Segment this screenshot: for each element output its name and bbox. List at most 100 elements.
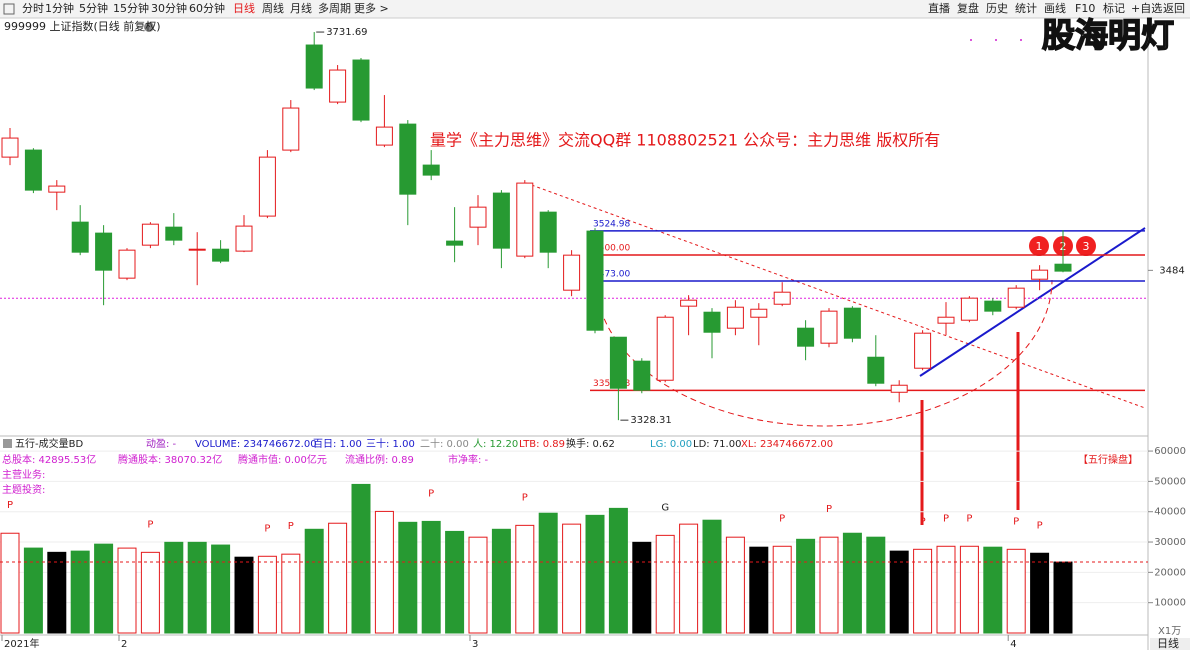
toolbar-item[interactable]: 多周期 [318, 1, 351, 15]
volume-bar [725, 536, 745, 634]
candle-body [95, 232, 113, 271]
candle-body [422, 164, 440, 176]
toolbar-item[interactable]: 直播 [928, 1, 950, 15]
toolbar-item[interactable]: 1分钟 [45, 1, 74, 15]
volume-bar [398, 521, 418, 634]
candle-body [48, 185, 66, 193]
subtitle: 999999 上证指数(日线 前复权) [4, 19, 161, 33]
level-label: 3524.98 [593, 219, 630, 229]
toolbar-item[interactable]: 返回 [1163, 2, 1185, 15]
toolbar-item[interactable]: 15分钟 [113, 1, 149, 15]
toolbar-item[interactable]: 标记 [1103, 1, 1125, 15]
indicator-name: 五行-成交量BD [15, 437, 83, 450]
candle-body [282, 107, 300, 151]
watermark: 量学《主力思维》交流QQ群 1108802521 公众号：主力思维 版权所有 [430, 131, 940, 150]
y-tick-label: 60000 [1154, 446, 1186, 457]
candle-body [726, 306, 744, 329]
toolbar-item[interactable]: 复盘 [957, 1, 979, 15]
candle-body [188, 248, 206, 251]
volume-bar [468, 536, 488, 634]
marker-label: 3 [1083, 240, 1090, 253]
toolbar-item[interactable]: 分时 [22, 2, 44, 15]
signal: P [826, 504, 832, 515]
high-label: 3731.69 [326, 27, 367, 38]
volume-bar [234, 556, 254, 634]
toolbar-item[interactable]: 60分钟 [189, 1, 225, 15]
trend-line [525, 182, 1146, 409]
marker-circle [1076, 236, 1096, 256]
volume-bar [585, 514, 605, 634]
candle-body [633, 360, 651, 391]
candle-body [118, 249, 136, 279]
info-line: 主题投资: [2, 483, 45, 496]
signal: P [920, 516, 926, 527]
volume-bar [679, 523, 699, 634]
indicator-item: 动盈: - [146, 438, 177, 450]
candle-body [586, 230, 604, 331]
candle-body [820, 310, 838, 344]
signal: P [264, 523, 270, 534]
candle-body [352, 59, 370, 121]
toolbar-item[interactable]: 统计 [1015, 2, 1037, 15]
signal: P [522, 492, 528, 503]
indicator-badge[interactable]: 【五行操盘】 [1078, 453, 1138, 466]
candle-body [1054, 263, 1072, 272]
signal: P [779, 513, 785, 524]
toolbar-item[interactable]: 日线 [233, 1, 255, 15]
volume-bar [257, 555, 277, 634]
volume-bar [140, 551, 160, 634]
volume-bar [655, 534, 675, 634]
candle-body [24, 149, 42, 191]
x-tick-label: 4 [1010, 639, 1016, 650]
signal: P [428, 488, 434, 499]
toolbar-item[interactable]: 周线 [262, 1, 284, 15]
candle-body [516, 182, 534, 257]
toolbar-item[interactable]: +自选 [1131, 2, 1162, 15]
y-tick-label: 20000 [1154, 567, 1186, 578]
toolbar-item[interactable]: 历史 [986, 2, 1008, 15]
indicator-icon[interactable] [3, 439, 12, 448]
y-tick-label: 50000 [1154, 476, 1186, 487]
volume-bar [281, 553, 301, 634]
info-item: 流通比例: 0.89 [345, 453, 414, 466]
toolbar-icon[interactable] [3, 3, 15, 15]
indicator-item: 二十: 0.00 [420, 437, 469, 450]
volume-bar [47, 551, 67, 634]
toolbar-item[interactable]: F10 [1075, 2, 1095, 15]
marker-label: 1 [1036, 240, 1043, 253]
candle-body [867, 356, 885, 384]
toolbar-item[interactable]: 月线 [290, 1, 312, 15]
tab-bg [1150, 638, 1190, 650]
period-tab[interactable]: 日线 [1157, 636, 1179, 650]
indicator-item: VOLUME: 234746672.00 [195, 439, 317, 450]
x-tick-label: 2021年 [4, 637, 39, 650]
candle-body [937, 316, 955, 324]
volume-bar [702, 519, 722, 634]
signal: P [288, 521, 294, 532]
signal: P [1013, 516, 1019, 527]
x-tick-label: 3 [472, 639, 478, 650]
candle-body [703, 311, 721, 333]
indicator-item: LG: 0.00 [650, 439, 692, 450]
indicator-item: LTB: 0.89 [519, 439, 565, 450]
volume-bar [1006, 548, 1026, 634]
info-item: 腾通市值: 0.00亿元 [238, 453, 327, 466]
indicator-item: XL: 234746672.00 [741, 439, 833, 450]
volume-bar [187, 541, 207, 634]
toolbar-item[interactable]: 5分钟 [79, 1, 108, 15]
y-tick-label: 10000 [1154, 598, 1186, 609]
candle-body [235, 225, 253, 252]
toolbar-item[interactable]: 更多 > [354, 1, 389, 15]
candle-body [843, 307, 861, 339]
y-tick-label: 3484 [1159, 265, 1184, 276]
volume-bar [983, 546, 1003, 634]
candle-body [960, 297, 978, 321]
toolbar-item[interactable]: 画线 [1044, 1, 1066, 15]
candle-body [1031, 269, 1049, 280]
unit-label: X1万 [1158, 626, 1181, 637]
toolbar-item[interactable]: 30分钟 [151, 1, 187, 15]
volume-bar [819, 536, 839, 634]
volume-bar [211, 544, 231, 634]
signal: G [661, 502, 669, 513]
subtitle-icon[interactable] [144, 22, 154, 32]
